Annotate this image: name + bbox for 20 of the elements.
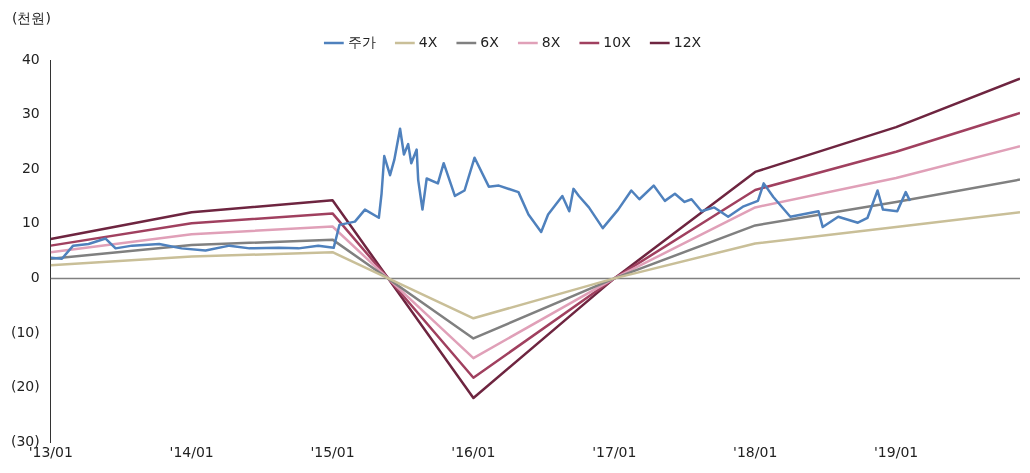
legend-label: 주가 <box>347 33 376 50</box>
y-tick-label: 30 <box>21 105 40 122</box>
legend-label: 10X <box>603 33 632 50</box>
y-tick-label: 40 <box>21 50 40 67</box>
y-tick-label: 20 <box>21 159 40 176</box>
x-tick-label: '17/01 <box>592 444 637 461</box>
legend-label: 4X <box>418 33 438 50</box>
x-tick-label: '16/01 <box>451 444 496 461</box>
y-tick-label: (10) <box>10 323 40 340</box>
y-axis-title: (천원) <box>12 9 51 26</box>
legend-label: 8X <box>541 33 561 50</box>
x-tick-label: '19/01 <box>873 444 919 461</box>
x-tick-label: '15/01 <box>310 444 355 461</box>
y-tick-label: 0 <box>30 269 40 286</box>
x-tick-label: '18/01 <box>733 444 778 461</box>
legend-label: 6X <box>480 33 500 50</box>
y-tick-label: 10 <box>21 214 40 231</box>
x-tick-label: '14/01 <box>169 444 214 461</box>
legend-label: 12X <box>673 33 702 50</box>
y-tick-label: (20) <box>10 378 40 395</box>
